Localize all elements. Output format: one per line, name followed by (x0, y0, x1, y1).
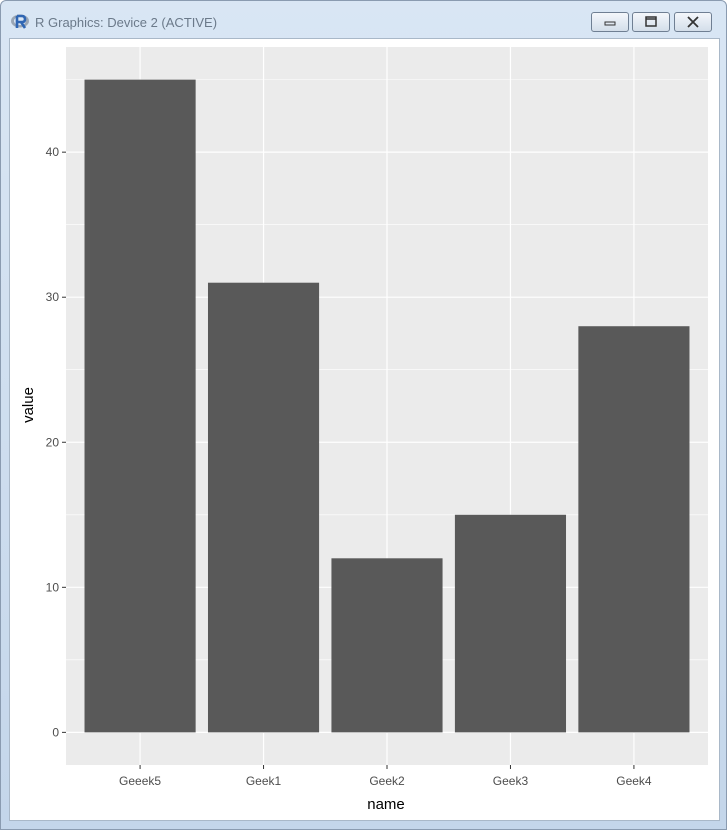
maximize-icon (645, 16, 657, 27)
title-bar[interactable]: R Graphics: Device 2 (ACTIVE) (1, 1, 726, 39)
window-title: R Graphics: Device 2 (ACTIVE) (35, 15, 218, 30)
x-axis-label: name (367, 796, 405, 813)
minimize-button[interactable] (591, 12, 629, 32)
bar-geek3 (454, 514, 567, 733)
bar-geeek5 (84, 79, 196, 733)
bar-geek4 (578, 326, 690, 733)
graphics-device-canvas: 0 10 20 30 40 Geeek5 Geek1 Geek2 Geek3 Geek4 name… (9, 38, 720, 821)
y-tick-label: 30 (46, 290, 60, 304)
x-tick-label: Geeek5 (119, 774, 161, 788)
y-axis-label: value (20, 387, 37, 423)
x-tick-label: Geek1 (246, 774, 282, 788)
x-tick-label: Geek3 (493, 774, 529, 788)
x-tick-label: Geek4 (616, 774, 652, 788)
y-tick-label: 0 (52, 725, 59, 739)
minimize-icon (604, 21, 616, 26)
close-icon (687, 16, 699, 28)
x-tick-label: Geek2 (369, 774, 405, 788)
y-tick-label: 10 (46, 580, 60, 594)
y-tick-label: 20 (46, 435, 60, 449)
bar-chart: 0 10 20 30 40 Geeek5 Geek1 Geek2 Geek3 Geek4 name… (20, 47, 708, 813)
close-button[interactable] (674, 12, 712, 32)
r-logo-icon (11, 14, 29, 29)
bar-geek1 (207, 282, 320, 733)
y-tick-label: 40 (46, 145, 60, 159)
maximize-button[interactable] (632, 12, 670, 32)
bar-geek2 (331, 558, 443, 733)
